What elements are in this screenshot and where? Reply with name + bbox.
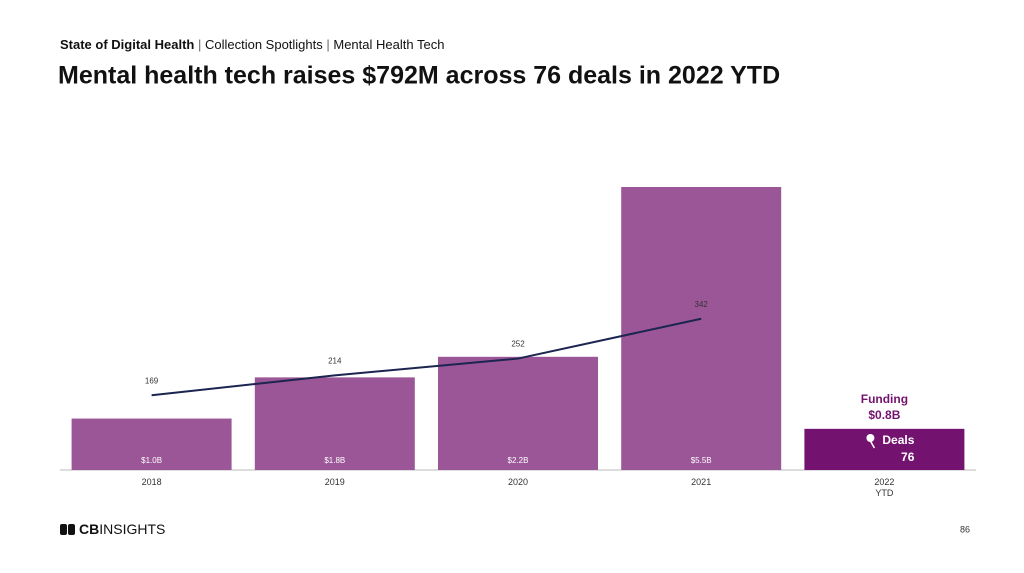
line-value-label: 169 [145, 376, 159, 385]
page-number: 86 [960, 524, 970, 534]
header: State of Digital Health | Collection Spo… [60, 37, 444, 52]
deals-line [151, 317, 702, 397]
bar-value-label: $1.0B [141, 456, 162, 465]
logo-rest: INSIGHTS [99, 521, 165, 537]
chart-title: Mental health tech raises $792M across 7… [58, 62, 780, 90]
bar [438, 356, 598, 470]
callout-value: $0.8B [868, 408, 900, 422]
bar-value-label: $2.2B [508, 456, 529, 465]
callout-deals-name: Deals [882, 433, 914, 447]
line-value-label: 214 [328, 356, 342, 365]
header-topic: Mental Health Tech [333, 37, 444, 52]
bar [804, 428, 965, 470]
logo: CBINSIGHTS [60, 521, 165, 537]
header-section: State of Digital Health [60, 37, 194, 52]
bar-value-label: $1.8B [324, 456, 345, 465]
bar [254, 377, 415, 470]
bar [621, 187, 782, 470]
callout-deals-value: 76 [901, 450, 915, 464]
line-value-label: 252 [511, 340, 525, 349]
x-tick-label: 2021 [691, 477, 712, 487]
bar [71, 418, 232, 470]
deals-icon-stem [869, 440, 876, 449]
x-tick-label: 2019 [324, 477, 345, 487]
x-tick-label: 2018 [141, 477, 162, 487]
x-tick-label: 2022 YTD [874, 477, 895, 498]
logo-bold: CB [79, 521, 99, 537]
deals-icon [866, 434, 875, 442]
bar-value-label: $5.5B [691, 456, 712, 465]
line-value-label: 342 [695, 300, 709, 309]
x-tick-label: 2020 [507, 477, 529, 487]
header-collection: Collection Spotlights [205, 37, 323, 52]
logo-text: CBINSIGHTS [79, 521, 165, 537]
callout-name: Funding [861, 392, 908, 406]
